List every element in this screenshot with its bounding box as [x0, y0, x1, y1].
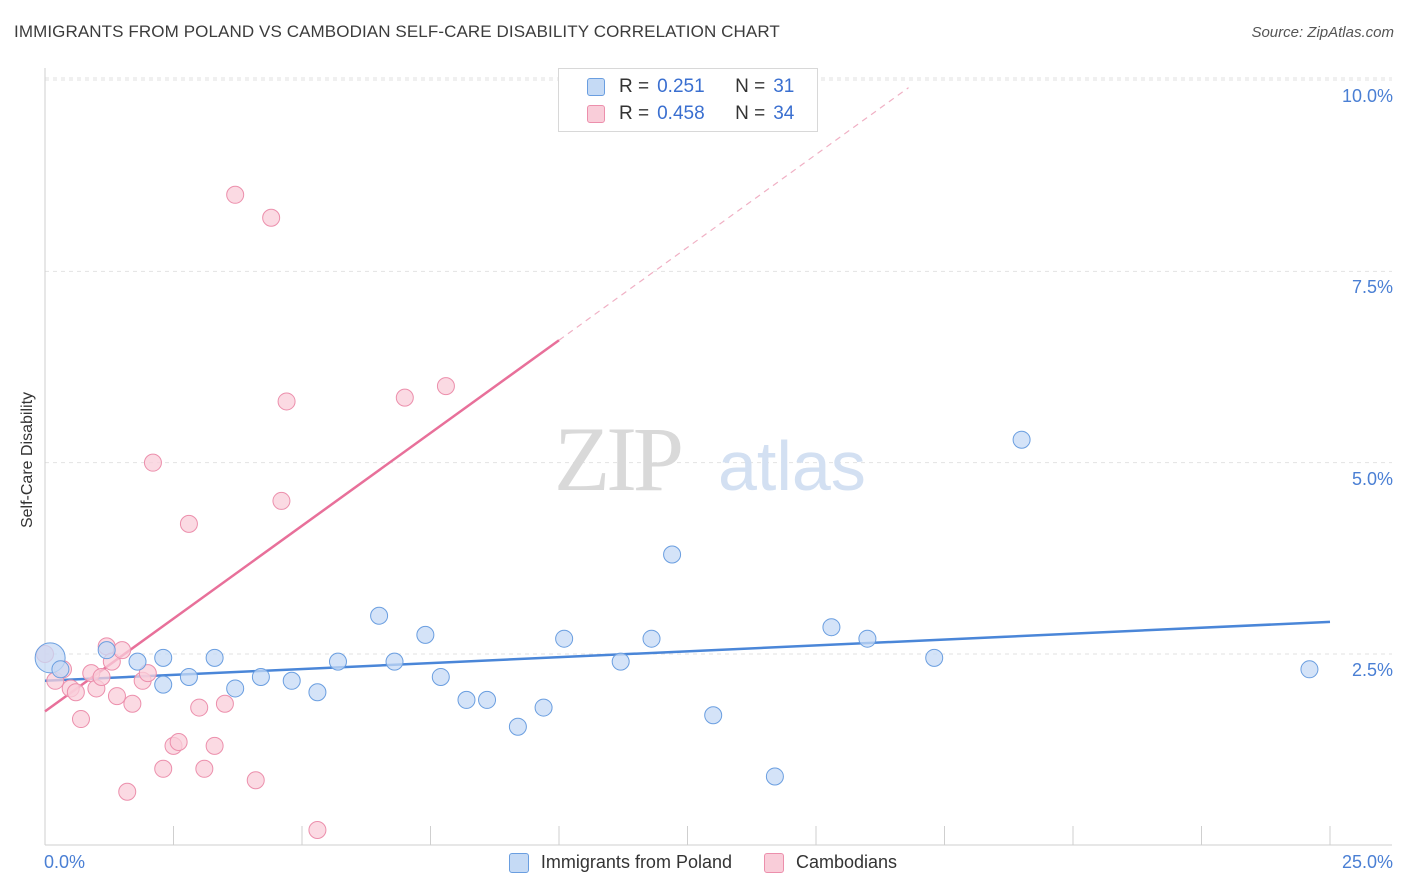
cambodians-point [272, 491, 291, 510]
poland-point [154, 675, 173, 694]
source-credit: Source: ZipAtlas.com [1251, 24, 1394, 41]
legend-item-poland[interactable]: Immigrants from Poland [508, 852, 732, 873]
x-tick-max: 25.0% [1341, 852, 1393, 872]
cambodians-point [71, 710, 90, 729]
cambodians-point [215, 694, 234, 713]
poland-point [97, 641, 116, 660]
cambodians-point [308, 821, 327, 840]
r-value: 0.251 [657, 76, 705, 97]
poland-point [1300, 660, 1319, 679]
poland-point [51, 660, 70, 679]
y-tick-label: 2.5% [1351, 660, 1393, 680]
poland-point [370, 606, 389, 625]
legend-row-cambodians: R = 0.458 N = 34 [587, 102, 794, 126]
cambodians-point [179, 514, 198, 533]
cambodians-point [123, 694, 142, 713]
watermark: ZIP atlas [554, 408, 866, 510]
poland-swatch [587, 78, 605, 96]
poland-point [179, 667, 198, 686]
cambodians-point [205, 736, 224, 755]
poland-point [431, 667, 450, 686]
cambodians-point [107, 687, 126, 706]
y-tick-label: 10.0% [1341, 86, 1393, 106]
poland-point [385, 652, 404, 671]
poland-point [1012, 430, 1031, 449]
n-value: 31 [773, 76, 795, 97]
x-tick-min: 0.0% [44, 852, 86, 872]
y-tick-label: 5.0% [1351, 469, 1393, 489]
y-tick-label: 7.5% [1351, 277, 1393, 297]
n-label: N = [735, 76, 766, 97]
cambodians-point [246, 771, 265, 790]
x-axis [44, 68, 1392, 846]
poland-point [282, 671, 301, 690]
poland-point [154, 648, 173, 667]
poland-trend-line [44, 620, 1331, 683]
poland-point [765, 767, 784, 786]
poland-point [534, 698, 553, 717]
poland-point [611, 652, 630, 671]
poland-point [642, 629, 661, 648]
cambodians-point [395, 388, 414, 407]
legend-item-cambodians[interactable]: Cambodians [764, 852, 897, 873]
cambodians-point [169, 733, 188, 752]
poland-point [663, 545, 682, 564]
cambodians-swatch [587, 105, 605, 123]
watermark-zip: ZIP [554, 408, 681, 510]
cambodians-point [154, 759, 173, 778]
cambodians-point [226, 185, 245, 204]
cambodians-point [118, 782, 137, 801]
n-label: N = [735, 103, 766, 124]
poland-swatch [508, 852, 529, 873]
cambodians-point [190, 698, 209, 717]
poland-point [205, 648, 224, 667]
poland-point [128, 652, 147, 671]
y-axis-label: Self-Care Disability [19, 391, 36, 529]
r-value: 0.458 [657, 103, 705, 124]
cambodians-points [36, 185, 455, 840]
poland-point [251, 667, 270, 686]
poland-point [478, 690, 497, 709]
legend-row-poland: R = 0.251 N = 31 [587, 75, 794, 99]
poland-point [416, 625, 435, 644]
cambodians-point [113, 641, 132, 660]
cambodians-point [277, 392, 296, 411]
poland-point [822, 618, 841, 637]
poland-points [34, 430, 1319, 786]
r-label: R = [619, 103, 650, 124]
cambodians-point [262, 208, 281, 227]
poland-point [457, 690, 476, 709]
cambodians-point [143, 453, 162, 472]
cambodians-point [92, 667, 111, 686]
trend-lines [44, 87, 1331, 713]
n-value: 34 [773, 103, 795, 124]
poland-point [704, 706, 723, 725]
stats-legend: R = 0.251 N = 31 R = 0.458 N = 34 [558, 68, 818, 132]
cambodians-point [138, 664, 157, 683]
gridlines [45, 77, 1392, 655]
chart-title: IMMIGRANTS FROM POLAND VS CAMBODIAN SELF… [14, 22, 780, 41]
poland-point [925, 648, 944, 667]
poland-point [858, 629, 877, 648]
cambodians-point [66, 683, 85, 702]
poland-point [328, 652, 347, 671]
poland-point [308, 683, 327, 702]
poland-point [555, 629, 574, 648]
r-label: R = [619, 76, 650, 97]
cambodians-point [195, 759, 214, 778]
poland-point [508, 717, 527, 736]
poland-point [226, 679, 245, 698]
legend-label-poland: Immigrants from Poland [540, 852, 732, 872]
cambodians-swatch [764, 852, 784, 873]
cambodians-trend-extension [558, 87, 909, 341]
cambodians-point [436, 377, 455, 396]
series-legend: Immigrants from Poland Cambodians [0, 852, 1406, 873]
watermark-atlas: atlas [718, 427, 866, 505]
legend-label-cambodians: Cambodians [796, 852, 898, 872]
